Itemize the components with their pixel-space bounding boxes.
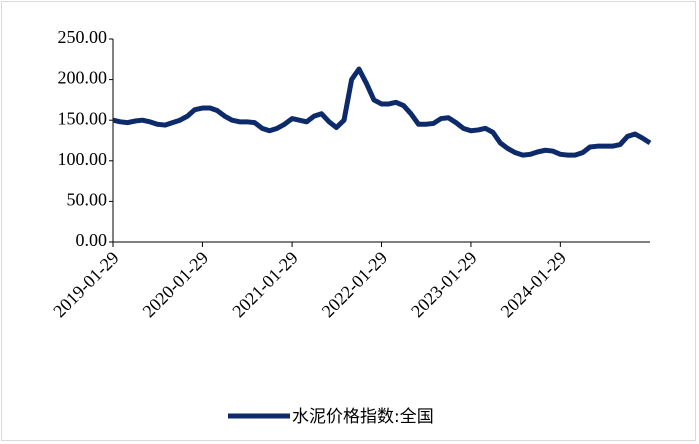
x-tick-label: 2022-01-29 xyxy=(318,248,392,322)
y-tick-label: 100.00 xyxy=(58,149,108,169)
y-tick-label: 250.00 xyxy=(58,27,108,47)
x-tick-label: 2024-01-29 xyxy=(497,248,571,322)
x-tick-label: 2023-01-29 xyxy=(407,248,481,322)
x-tick-label: 2020-01-29 xyxy=(139,248,213,322)
x-tick-label: 2021-01-29 xyxy=(228,248,302,322)
legend-label: 水泥价格指数:全国 xyxy=(292,407,434,427)
y-tick-label: 150.00 xyxy=(58,108,108,128)
y-tick-label: 50.00 xyxy=(67,190,108,210)
y-tick-label: 200.00 xyxy=(58,68,108,88)
series-line xyxy=(112,66,652,158)
y-tick-label: 0.00 xyxy=(76,230,108,250)
x-tick-label: 2019-01-29 xyxy=(49,248,123,322)
